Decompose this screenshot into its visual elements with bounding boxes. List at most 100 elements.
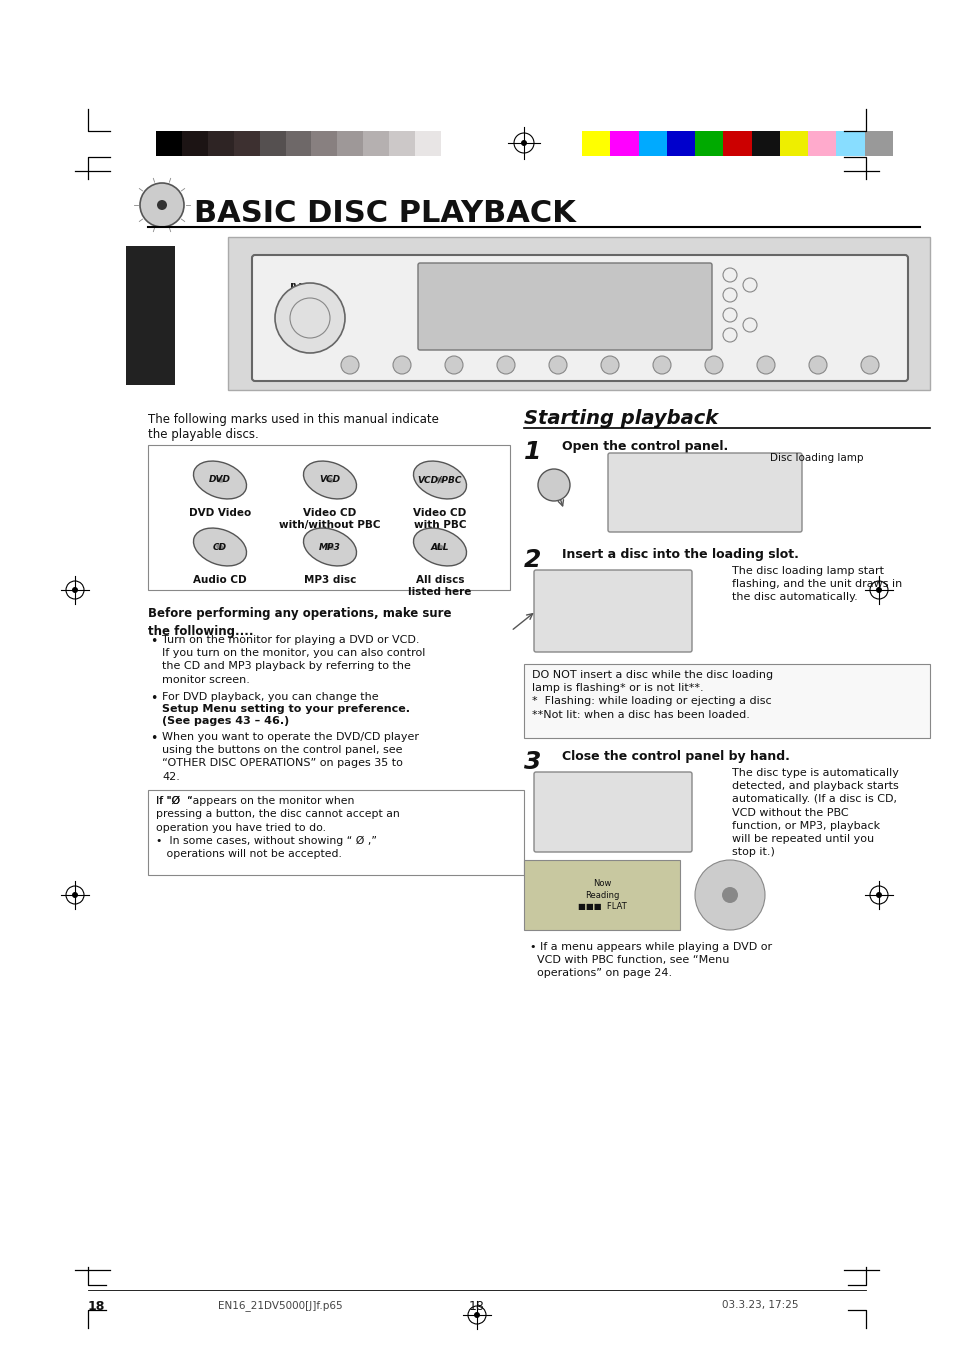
Circle shape: [71, 892, 78, 898]
Text: The following marks used in this manual indicate: The following marks used in this manual …: [148, 413, 438, 426]
Text: Audio CD: Audio CD: [193, 576, 247, 585]
Circle shape: [875, 586, 882, 593]
Text: BASIC DISC PLAYBACK: BASIC DISC PLAYBACK: [193, 199, 576, 227]
FancyBboxPatch shape: [417, 263, 711, 350]
Bar: [389, 131, 415, 155]
Circle shape: [875, 892, 882, 898]
Text: 18: 18: [88, 1300, 105, 1313]
Text: VCD: VCD: [319, 476, 340, 485]
Ellipse shape: [326, 477, 334, 482]
Text: Before performing any operations, make sure
the following....: Before performing any operations, make s…: [148, 607, 451, 638]
Bar: [148, 444, 510, 590]
Text: MP3: MP3: [318, 543, 340, 551]
Circle shape: [444, 357, 462, 374]
Text: Turn on the monitor for playing a DVD or VCD.
If you turn on the monitor, you ca: Turn on the monitor for playing a DVD or…: [162, 635, 425, 685]
Ellipse shape: [436, 477, 443, 482]
Text: •: •: [150, 692, 157, 705]
Ellipse shape: [303, 461, 356, 499]
Text: DO NOT insert a disc while the disc loading
lamp is flashing* or is not lit**.
*: DO NOT insert a disc while the disc load…: [532, 670, 772, 720]
Ellipse shape: [413, 528, 466, 566]
Bar: [610, 131, 638, 155]
Text: 2: 2: [523, 549, 540, 571]
Circle shape: [520, 141, 526, 146]
Text: EN16_21DV5000[J]f.p65: EN16_21DV5000[J]f.p65: [217, 1300, 342, 1310]
Text: When you want to operate the DVD/CD player
using the buttons on the control pane: When you want to operate the DVD/CD play…: [162, 732, 418, 782]
Text: • If a menu appears while playing a DVD or
  VCD with PBC function, see “Menu
  : • If a menu appears while playing a DVD …: [530, 942, 771, 978]
Text: DVD: DVD: [209, 476, 231, 485]
Text: DVD Video: DVD Video: [189, 508, 251, 517]
Text: 03.3.23, 17:25: 03.3.23, 17:25: [721, 1300, 798, 1310]
Text: the playable discs.: the playable discs.: [148, 428, 258, 440]
Bar: [863, 131, 892, 155]
Circle shape: [861, 357, 878, 374]
Text: VCD/PBC: VCD/PBC: [417, 476, 462, 485]
Circle shape: [537, 469, 569, 501]
Text: For DVD playback, you can change the: For DVD playback, you can change the: [162, 692, 378, 703]
Text: Video CD
with/without PBC: Video CD with/without PBC: [279, 508, 380, 530]
Circle shape: [497, 357, 515, 374]
Bar: [581, 131, 610, 155]
Bar: [780, 131, 807, 155]
Text: If "Ø  “appears on the monitor when
pressing a button, the disc cannot accept an: If "Ø “appears on the monitor when press…: [156, 796, 399, 859]
Bar: [182, 131, 208, 155]
Text: Video CD
with PBC: Video CD with PBC: [413, 508, 466, 530]
Ellipse shape: [303, 528, 356, 566]
Text: Close the control panel by hand.: Close the control panel by hand.: [561, 750, 789, 763]
Bar: [440, 131, 467, 155]
Bar: [751, 131, 780, 155]
Text: Insert a disc into the loading slot.: Insert a disc into the loading slot.: [561, 549, 798, 561]
Circle shape: [721, 888, 738, 902]
Circle shape: [652, 357, 670, 374]
Circle shape: [140, 182, 184, 227]
FancyBboxPatch shape: [607, 453, 801, 532]
Bar: [363, 131, 389, 155]
Circle shape: [808, 357, 826, 374]
Text: Starting playback: Starting playback: [523, 409, 718, 428]
Text: All discs
listed here: All discs listed here: [408, 576, 471, 597]
Bar: [695, 131, 722, 155]
FancyBboxPatch shape: [534, 570, 691, 653]
Bar: [638, 131, 666, 155]
Text: JVC: JVC: [290, 282, 311, 293]
Bar: [228, 236, 929, 390]
Circle shape: [757, 357, 774, 374]
Bar: [836, 131, 863, 155]
Bar: [259, 131, 285, 155]
Circle shape: [548, 357, 566, 374]
Bar: [126, 246, 174, 385]
Bar: [285, 131, 312, 155]
Text: Setup Menu setting to your preference.: Setup Menu setting to your preference.: [162, 704, 410, 713]
Text: 18: 18: [469, 1300, 484, 1313]
Circle shape: [474, 1312, 479, 1319]
Ellipse shape: [436, 544, 443, 550]
Bar: [148, 790, 523, 875]
Bar: [722, 131, 751, 155]
FancyBboxPatch shape: [534, 771, 691, 852]
Circle shape: [274, 282, 345, 353]
Text: Disc loading lamp: Disc loading lamp: [769, 453, 862, 463]
Text: •: •: [150, 732, 157, 744]
Circle shape: [600, 357, 618, 374]
Bar: [156, 131, 182, 155]
Text: The disc loading lamp start
flashing, and the unit draws in
the disc automatical: The disc loading lamp start flashing, an…: [731, 566, 902, 603]
Ellipse shape: [216, 477, 224, 482]
Bar: [312, 131, 337, 155]
Circle shape: [340, 357, 358, 374]
Ellipse shape: [193, 528, 246, 566]
Text: If "Ø  “: If "Ø “: [156, 796, 193, 807]
Text: Now
Reading
■■■  FLAT: Now Reading ■■■ FLAT: [577, 880, 626, 911]
Circle shape: [71, 586, 78, 593]
Bar: [523, 861, 679, 929]
Bar: [666, 131, 695, 155]
Text: The disc type is automatically
detected, and playback starts
automatically. (If : The disc type is automatically detected,…: [731, 767, 898, 857]
Text: ALL: ALL: [431, 543, 449, 551]
Bar: [208, 131, 233, 155]
Ellipse shape: [193, 461, 246, 499]
Bar: [807, 131, 836, 155]
Bar: [523, 663, 929, 738]
Ellipse shape: [216, 544, 224, 550]
Text: •: •: [150, 635, 157, 648]
Ellipse shape: [413, 461, 466, 499]
Circle shape: [393, 357, 411, 374]
Bar: [415, 131, 440, 155]
